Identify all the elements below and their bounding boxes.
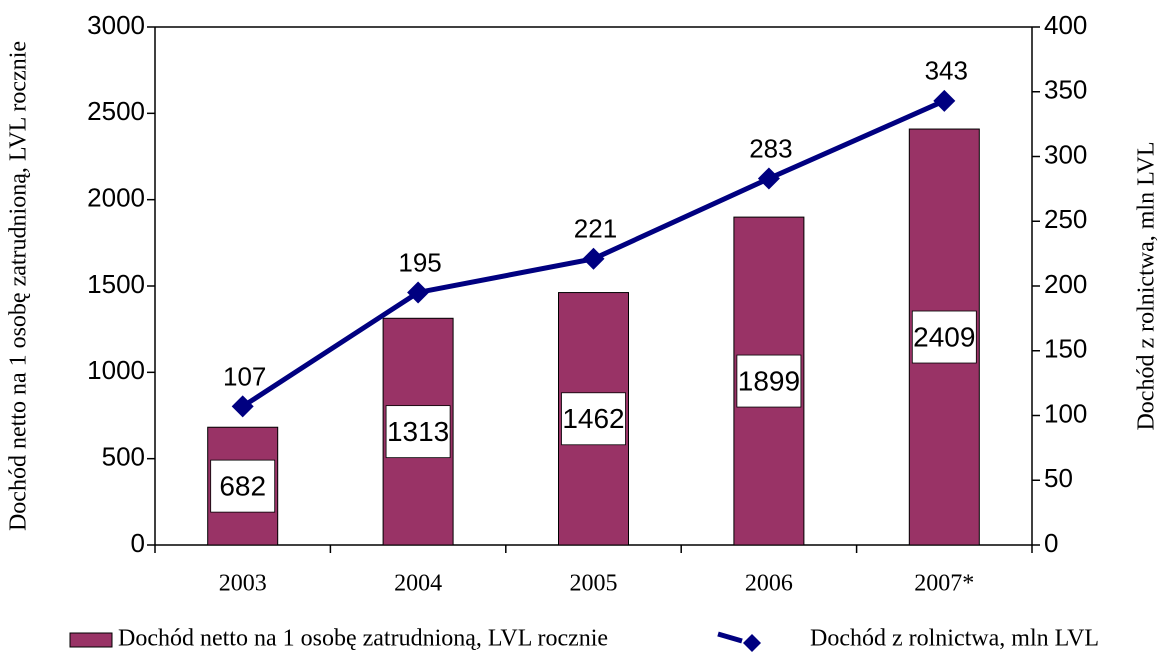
y2-tick-label: 150 <box>1044 334 1087 364</box>
legend-label: Dochód z rolnictwa, mln LVL <box>810 626 1099 652</box>
y-tick-label: 2500 <box>87 96 145 126</box>
marker <box>407 281 430 304</box>
y2-tick-label: 300 <box>1044 139 1087 169</box>
y-tick-label: 0 <box>131 528 145 558</box>
y-tick-label: 2000 <box>87 183 145 213</box>
marker <box>582 247 605 270</box>
y-tick-label: 1000 <box>87 355 145 385</box>
data-label: 107 <box>223 361 266 391</box>
x-tick-label: 2006 <box>745 571 793 597</box>
y-tick-label: 3000 <box>87 10 145 40</box>
data-label: 283 <box>749 133 792 163</box>
y-tick-label: 500 <box>102 442 145 472</box>
data-label-box <box>911 310 977 364</box>
x-tick-label: 2003 <box>219 571 267 597</box>
x-tick-label: 2004 <box>394 571 442 597</box>
y-axis-label: Dochód netto na 1 osobę zatrudnioną, LVL… <box>6 41 32 531</box>
y2-axis-label: Dochód z rolnictwa, mln LVL <box>1134 141 1160 430</box>
data-label-box <box>561 392 626 446</box>
marker <box>231 395 254 418</box>
x-tick-label: 2007* <box>914 571 974 597</box>
legend-swatch <box>69 632 113 648</box>
data-label: 343 <box>925 56 968 86</box>
data-label: 1899 <box>738 365 800 396</box>
y2-tick-label: 200 <box>1044 269 1087 299</box>
data-label-box <box>385 405 451 459</box>
legend-marker <box>743 634 761 652</box>
marker <box>757 167 780 190</box>
y-tick-label: 1500 <box>87 269 145 299</box>
y2-tick-label: 250 <box>1044 204 1087 234</box>
y2-tick-label: 100 <box>1044 398 1087 428</box>
data-label: 682 <box>219 471 266 502</box>
marker <box>933 89 956 112</box>
y2-tick-label: 0 <box>1044 528 1058 558</box>
legend-swatch <box>717 631 743 644</box>
x-tick-label: 2005 <box>570 571 618 597</box>
legend-label: Dochód netto na 1 osobę zatrudnioną, LVL… <box>118 626 608 652</box>
y2-tick-label: 50 <box>1044 463 1073 493</box>
data-label: 1313 <box>387 416 449 447</box>
data-label: 195 <box>398 247 441 277</box>
data-label: 2409 <box>913 321 975 352</box>
data-label-box <box>210 459 276 513</box>
data-label: 221 <box>574 214 617 244</box>
y2-tick-label: 400 <box>1044 10 1087 40</box>
data-label: 1462 <box>562 403 624 434</box>
y2-tick-label: 350 <box>1044 75 1087 105</box>
data-label-box <box>736 354 802 408</box>
